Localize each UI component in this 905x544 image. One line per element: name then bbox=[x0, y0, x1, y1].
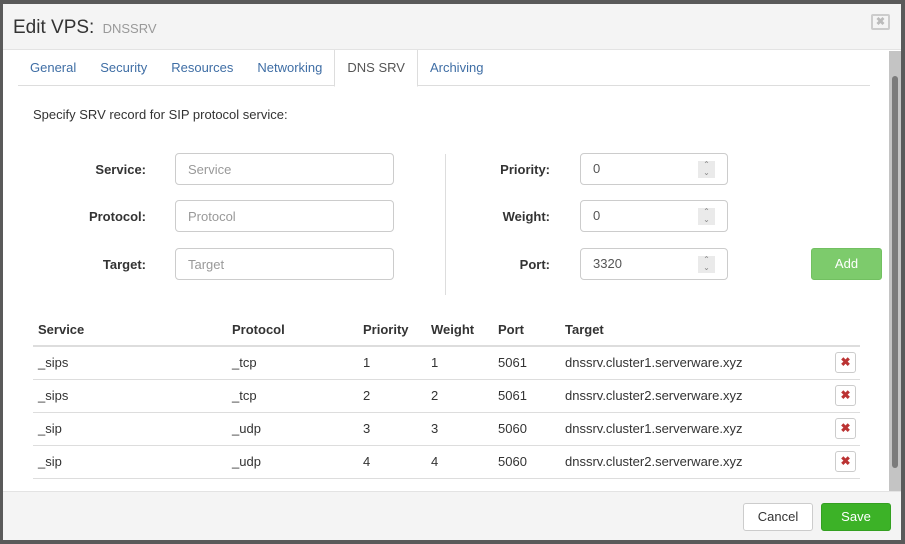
cell-protocol: _tcp bbox=[227, 346, 358, 380]
cell-protocol: _udp bbox=[227, 412, 358, 446]
target-label: Target: bbox=[102, 257, 146, 272]
delete-button[interactable]: ✖ bbox=[835, 451, 856, 472]
cell-port: 5061 bbox=[493, 346, 560, 380]
delete-button[interactable]: ✖ bbox=[835, 418, 856, 439]
col-port: Port bbox=[493, 313, 560, 347]
close-button[interactable]: ✖ bbox=[871, 14, 890, 30]
tab-dns-srv[interactable]: DNS SRV bbox=[334, 50, 418, 87]
cell-priority: 3 bbox=[358, 412, 426, 446]
table-row: _sips _tcp 1 1 5061 dnssrv.cluster1.serverwar… bbox=[33, 346, 860, 380]
cell-target: dnssrv.cluster1.serverware.xyz bbox=[560, 412, 820, 446]
modal-footer: Cancel Save bbox=[3, 491, 901, 540]
protocol-input[interactable] bbox=[175, 200, 394, 232]
col-priority: Priority bbox=[358, 313, 426, 347]
tab-archiving[interactable]: Archiving bbox=[429, 60, 484, 75]
col-protocol: Protocol bbox=[227, 313, 358, 347]
cell-priority: 4 bbox=[358, 445, 426, 479]
protocol-label: Protocol: bbox=[88, 209, 146, 224]
delete-icon: ✖ bbox=[840, 421, 851, 435]
cell-port: 5061 bbox=[493, 379, 560, 413]
cell-priority: 1 bbox=[358, 346, 426, 380]
cell-protocol: _udp bbox=[227, 445, 358, 479]
vps-name: DNSSRV bbox=[102, 21, 157, 36]
spinner-icon[interactable]: ⌃ ⌄ bbox=[698, 256, 715, 273]
priority-input[interactable]: 0 ⌃ ⌄ bbox=[580, 153, 728, 185]
cell-target: dnssrv.cluster1.serverware.xyz bbox=[560, 346, 820, 380]
cell-weight: 4 bbox=[426, 445, 493, 479]
cell-target: dnssrv.cluster2.serverware.xyz bbox=[560, 445, 820, 479]
close-icon: ✖ bbox=[875, 16, 886, 28]
delete-icon: ✖ bbox=[840, 454, 851, 468]
save-button[interactable]: Save bbox=[821, 503, 891, 531]
scrollbar-thumb[interactable] bbox=[892, 76, 898, 468]
weight-label: Weight: bbox=[502, 209, 550, 224]
edit-vps-modal: Edit VPS: DNSSRV ✖ General Security Reso… bbox=[3, 4, 901, 540]
port-label: Port: bbox=[519, 257, 550, 272]
cell-weight: 2 bbox=[426, 379, 493, 413]
col-target: Target bbox=[560, 313, 820, 347]
add-button[interactable]: Add bbox=[811, 248, 882, 280]
srv-records-table: Service Protocol Priority Weight Port Ta… bbox=[33, 313, 860, 479]
cell-target: dnssrv.cluster2.serverware.xyz bbox=[560, 379, 820, 413]
cancel-button[interactable]: Cancel bbox=[743, 503, 813, 531]
cell-service: _sips bbox=[33, 346, 227, 380]
delete-icon: ✖ bbox=[840, 388, 851, 402]
col-service: Service bbox=[33, 313, 227, 347]
cell-weight: 3 bbox=[426, 412, 493, 446]
intro-text: Specify SRV record for SIP protocol serv… bbox=[33, 107, 288, 122]
tab-bar: General Security Resources Networking DN… bbox=[18, 50, 870, 87]
service-input[interactable] bbox=[175, 153, 394, 185]
tab-resources[interactable]: Resources bbox=[171, 60, 234, 75]
table-row: _sips _tcp 2 2 5061 dnssrv.cluster2.serverwar… bbox=[33, 379, 860, 413]
table-row: _sip _udp 4 4 5060 dnssrv.cluster2.serverware… bbox=[33, 445, 860, 479]
weight-input[interactable]: 0 ⌃ ⌄ bbox=[580, 200, 728, 232]
table-row: _sip _udp 3 3 5060 dnssrv.cluster1.serverware… bbox=[33, 412, 860, 446]
delete-button[interactable]: ✖ bbox=[835, 352, 856, 374]
tab-networking[interactable]: Networking bbox=[257, 60, 323, 75]
port-input[interactable]: 3320 ⌃ ⌄ bbox=[580, 248, 728, 280]
spinner-icon[interactable]: ⌃ ⌄ bbox=[698, 208, 715, 225]
form-divider bbox=[445, 154, 446, 295]
delete-button[interactable]: ✖ bbox=[835, 385, 856, 406]
spinner-icon[interactable]: ⌃ ⌄ bbox=[698, 161, 715, 178]
cell-service: _sips bbox=[33, 379, 227, 413]
service-label: Service: bbox=[95, 162, 146, 177]
cell-port: 5060 bbox=[493, 445, 560, 479]
tab-security[interactable]: Security bbox=[100, 60, 148, 75]
col-weight: Weight bbox=[426, 313, 493, 347]
target-input[interactable] bbox=[175, 248, 394, 280]
modal-title: Edit VPS: DNSSRV bbox=[13, 17, 157, 38]
cell-service: _sip bbox=[33, 445, 227, 479]
cell-port: 5060 bbox=[493, 412, 560, 446]
modal-header: Edit VPS: DNSSRV ✖ bbox=[3, 4, 901, 50]
priority-label: Priority: bbox=[500, 162, 550, 177]
cell-priority: 2 bbox=[358, 379, 426, 413]
tab-general[interactable]: General bbox=[30, 60, 77, 75]
delete-icon: ✖ bbox=[840, 355, 851, 370]
cell-weight: 1 bbox=[426, 346, 493, 380]
cell-service: _sip bbox=[33, 412, 227, 446]
scrollbar[interactable] bbox=[889, 51, 901, 491]
cell-protocol: _tcp bbox=[227, 379, 358, 413]
